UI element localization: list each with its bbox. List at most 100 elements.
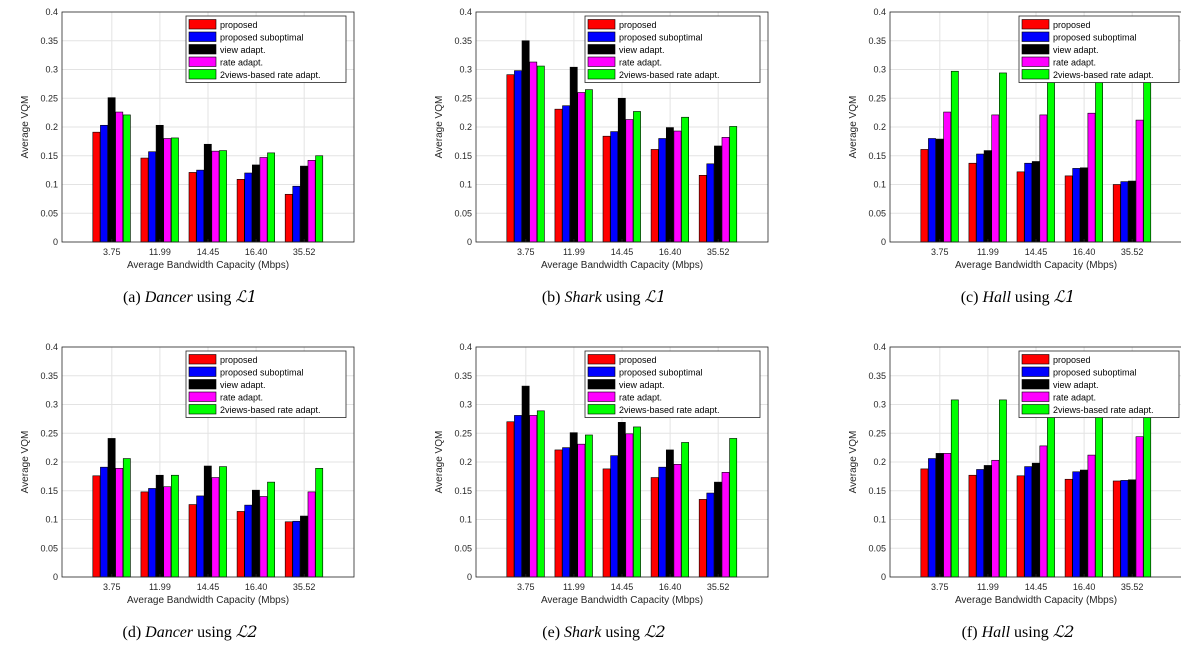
y-tick-label: 0.35 xyxy=(40,36,58,46)
legend-swatch xyxy=(587,19,616,30)
y-tick-label: 0.05 xyxy=(868,543,886,553)
bar-4-11.99 xyxy=(577,443,586,578)
y-tick-label: 0 xyxy=(467,572,472,582)
bar-1-35.52 xyxy=(698,175,707,243)
bar-2-16.40 xyxy=(244,504,253,578)
legend: proposed proposed suboptimal view adapt. ra… xyxy=(1018,350,1180,418)
bar-4-35.52 xyxy=(721,472,730,578)
x-tick-label: 11.99 xyxy=(977,247,999,257)
bar-5-14.45 xyxy=(1047,401,1055,578)
y-tick-label: 0.2 xyxy=(459,457,472,467)
bar-5-11.99 xyxy=(171,137,179,243)
bar-2-11.99 xyxy=(148,151,157,243)
caption-metric: ℒ1 xyxy=(644,287,666,306)
bar-4-16.40 xyxy=(259,496,268,578)
caption-using: using xyxy=(602,289,645,306)
x-tick-label: 35.52 xyxy=(1121,247,1144,257)
legend-entry: proposed xyxy=(220,355,258,365)
y-axis-label: Average VQM xyxy=(848,96,859,159)
bar-3-3.75 xyxy=(521,385,530,578)
bar-4-16.40 xyxy=(1087,454,1096,578)
bar-1-14.45 xyxy=(602,468,611,578)
chart-panel-a: 0 0.05 0.1 0.15 0.2 0.25 0.3 0.35 0.4 3.75 11.99 14… xyxy=(20,7,355,306)
y-tick-label: 0.15 xyxy=(868,486,886,496)
legend-entry: 2views-based rate adapt. xyxy=(619,70,720,80)
bar-2-3.75 xyxy=(100,466,108,578)
legend-swatch xyxy=(587,404,616,415)
bar-5-35.52 xyxy=(1143,72,1152,243)
bar-2-11.99 xyxy=(976,469,985,578)
caption-metric: ℒ2 xyxy=(644,622,666,641)
bar-2-16.40 xyxy=(658,138,667,243)
y-tick-label: 0.2 xyxy=(873,457,886,467)
bar-4-14.45 xyxy=(211,477,220,578)
bar-3-14.45 xyxy=(1031,462,1040,578)
bar-2-14.45 xyxy=(1024,466,1033,578)
caption-label: (f) xyxy=(962,624,982,641)
legend-entry: view adapt. xyxy=(220,380,266,390)
x-tick-label: 3.75 xyxy=(517,247,535,257)
legend-swatch xyxy=(1021,391,1050,402)
bar-3-14.45 xyxy=(203,143,212,243)
bar-3-14.45 xyxy=(617,422,626,578)
chart-panel-b: 0 0.05 0.1 0.15 0.2 0.25 0.3 0.35 0.4 3.75 11.99 14… xyxy=(434,7,769,306)
legend-swatch xyxy=(587,69,616,80)
subfigure-caption: (c) Hall using ℒ1 xyxy=(961,287,1076,306)
x-tick-label: 35.52 xyxy=(1121,582,1144,592)
subfigure-caption: (b) Shark using ℒ1 xyxy=(542,287,666,306)
legend: proposed proposed suboptimal view adapt. ra… xyxy=(185,350,347,418)
y-tick-label: 0.05 xyxy=(40,543,58,553)
legend-entry: proposed suboptimal xyxy=(220,33,304,43)
bar-3-11.99 xyxy=(569,432,578,578)
bar-1-16.40 xyxy=(650,477,659,578)
y-tick-label: 0.3 xyxy=(459,400,472,410)
bar-1-16.40 xyxy=(650,149,659,243)
bar-4-11.99 xyxy=(991,114,1000,243)
bar-4-35.52 xyxy=(721,137,730,243)
y-tick-label: 0.25 xyxy=(454,428,472,438)
bar-1-11.99 xyxy=(554,108,563,243)
y-tick-label: 0 xyxy=(467,237,472,247)
legend-swatch xyxy=(188,56,217,67)
legend-swatch xyxy=(1021,379,1050,390)
bar-2-11.99 xyxy=(562,447,571,578)
bar-4-11.99 xyxy=(991,459,1000,578)
y-tick-label: 0 xyxy=(881,237,886,247)
x-tick-label: 3.75 xyxy=(931,247,949,257)
bar-1-14.45 xyxy=(188,172,197,243)
chart-panel-f: 0 0.05 0.1 0.15 0.2 0.25 0.3 0.35 0.4 3.75 11.99 14… xyxy=(848,342,1181,641)
legend-entry: rate adapt. xyxy=(619,58,662,68)
bar-2-3.75 xyxy=(928,458,936,578)
bar-3-35.52 xyxy=(300,165,308,243)
bar-4-35.52 xyxy=(307,491,316,578)
legend-swatch xyxy=(188,404,217,415)
caption-label: (e) xyxy=(542,624,564,641)
y-tick-label: 0.2 xyxy=(873,122,886,132)
y-tick-label: 0.4 xyxy=(45,342,58,352)
legend-entry: proposed suboptimal xyxy=(619,368,703,378)
y-tick-label: 0.15 xyxy=(454,151,472,161)
y-tick-label: 0.25 xyxy=(40,428,58,438)
legend-entry: proposed xyxy=(619,355,657,365)
x-tick-label: 11.99 xyxy=(563,247,585,257)
y-tick-label: 0.3 xyxy=(873,65,886,75)
legend-swatch xyxy=(188,391,217,402)
bar-4-11.99 xyxy=(163,486,172,578)
bar-5-35.52 xyxy=(1143,400,1152,578)
bar-4-11.99 xyxy=(577,92,586,243)
x-tick-label: 14.45 xyxy=(197,247,220,257)
x-tick-label: 11.99 xyxy=(977,582,999,592)
bar-5-3.75 xyxy=(950,70,959,243)
x-axis-label: Average Bandwidth Capacity (Mbps) xyxy=(541,595,703,606)
caption-metric: ℒ2 xyxy=(236,622,258,641)
bar-2-35.52 xyxy=(292,185,301,243)
y-tick-label: 0.4 xyxy=(459,7,472,17)
bar-4-3.75 xyxy=(943,111,952,243)
x-tick-label: 11.99 xyxy=(563,582,585,592)
legend-swatch xyxy=(1021,354,1050,365)
bar-3-3.75 xyxy=(107,97,116,243)
y-tick-label: 0.1 xyxy=(45,180,58,190)
subfigure-caption: (f) Hall using ℒ2 xyxy=(962,622,1075,641)
bar-1-3.75 xyxy=(92,131,101,243)
